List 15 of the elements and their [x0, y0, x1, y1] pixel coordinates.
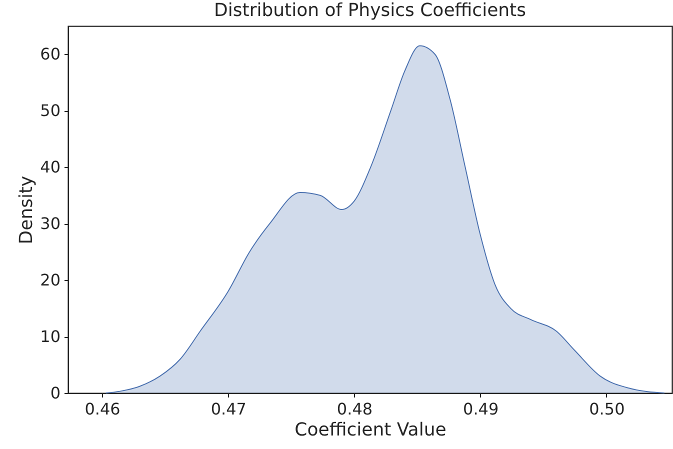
- x-tick-label: 0.46: [84, 400, 120, 418]
- y-tick-label: 0: [50, 384, 60, 402]
- x-tick-label: 0.47: [210, 400, 246, 418]
- y-tick-label: 50: [40, 101, 60, 120]
- y-tick-label: 20: [40, 270, 60, 290]
- y-tick-label: 10: [40, 327, 60, 346]
- x-tick-label: 0.50: [589, 400, 625, 418]
- y-axis-title: Density: [16, 175, 38, 244]
- x-axis-title: Coefficient Value: [294, 420, 446, 440]
- x-tick-label: 0.49: [463, 400, 499, 418]
- x-tick-label: 0.48: [336, 400, 373, 418]
- chart-title: Distribution of Physics Coefficients: [214, 0, 526, 21]
- y-tick-label: 30: [40, 214, 60, 234]
- y-tick-label: 60: [40, 44, 60, 64]
- y-tick-label: 40: [40, 158, 60, 177]
